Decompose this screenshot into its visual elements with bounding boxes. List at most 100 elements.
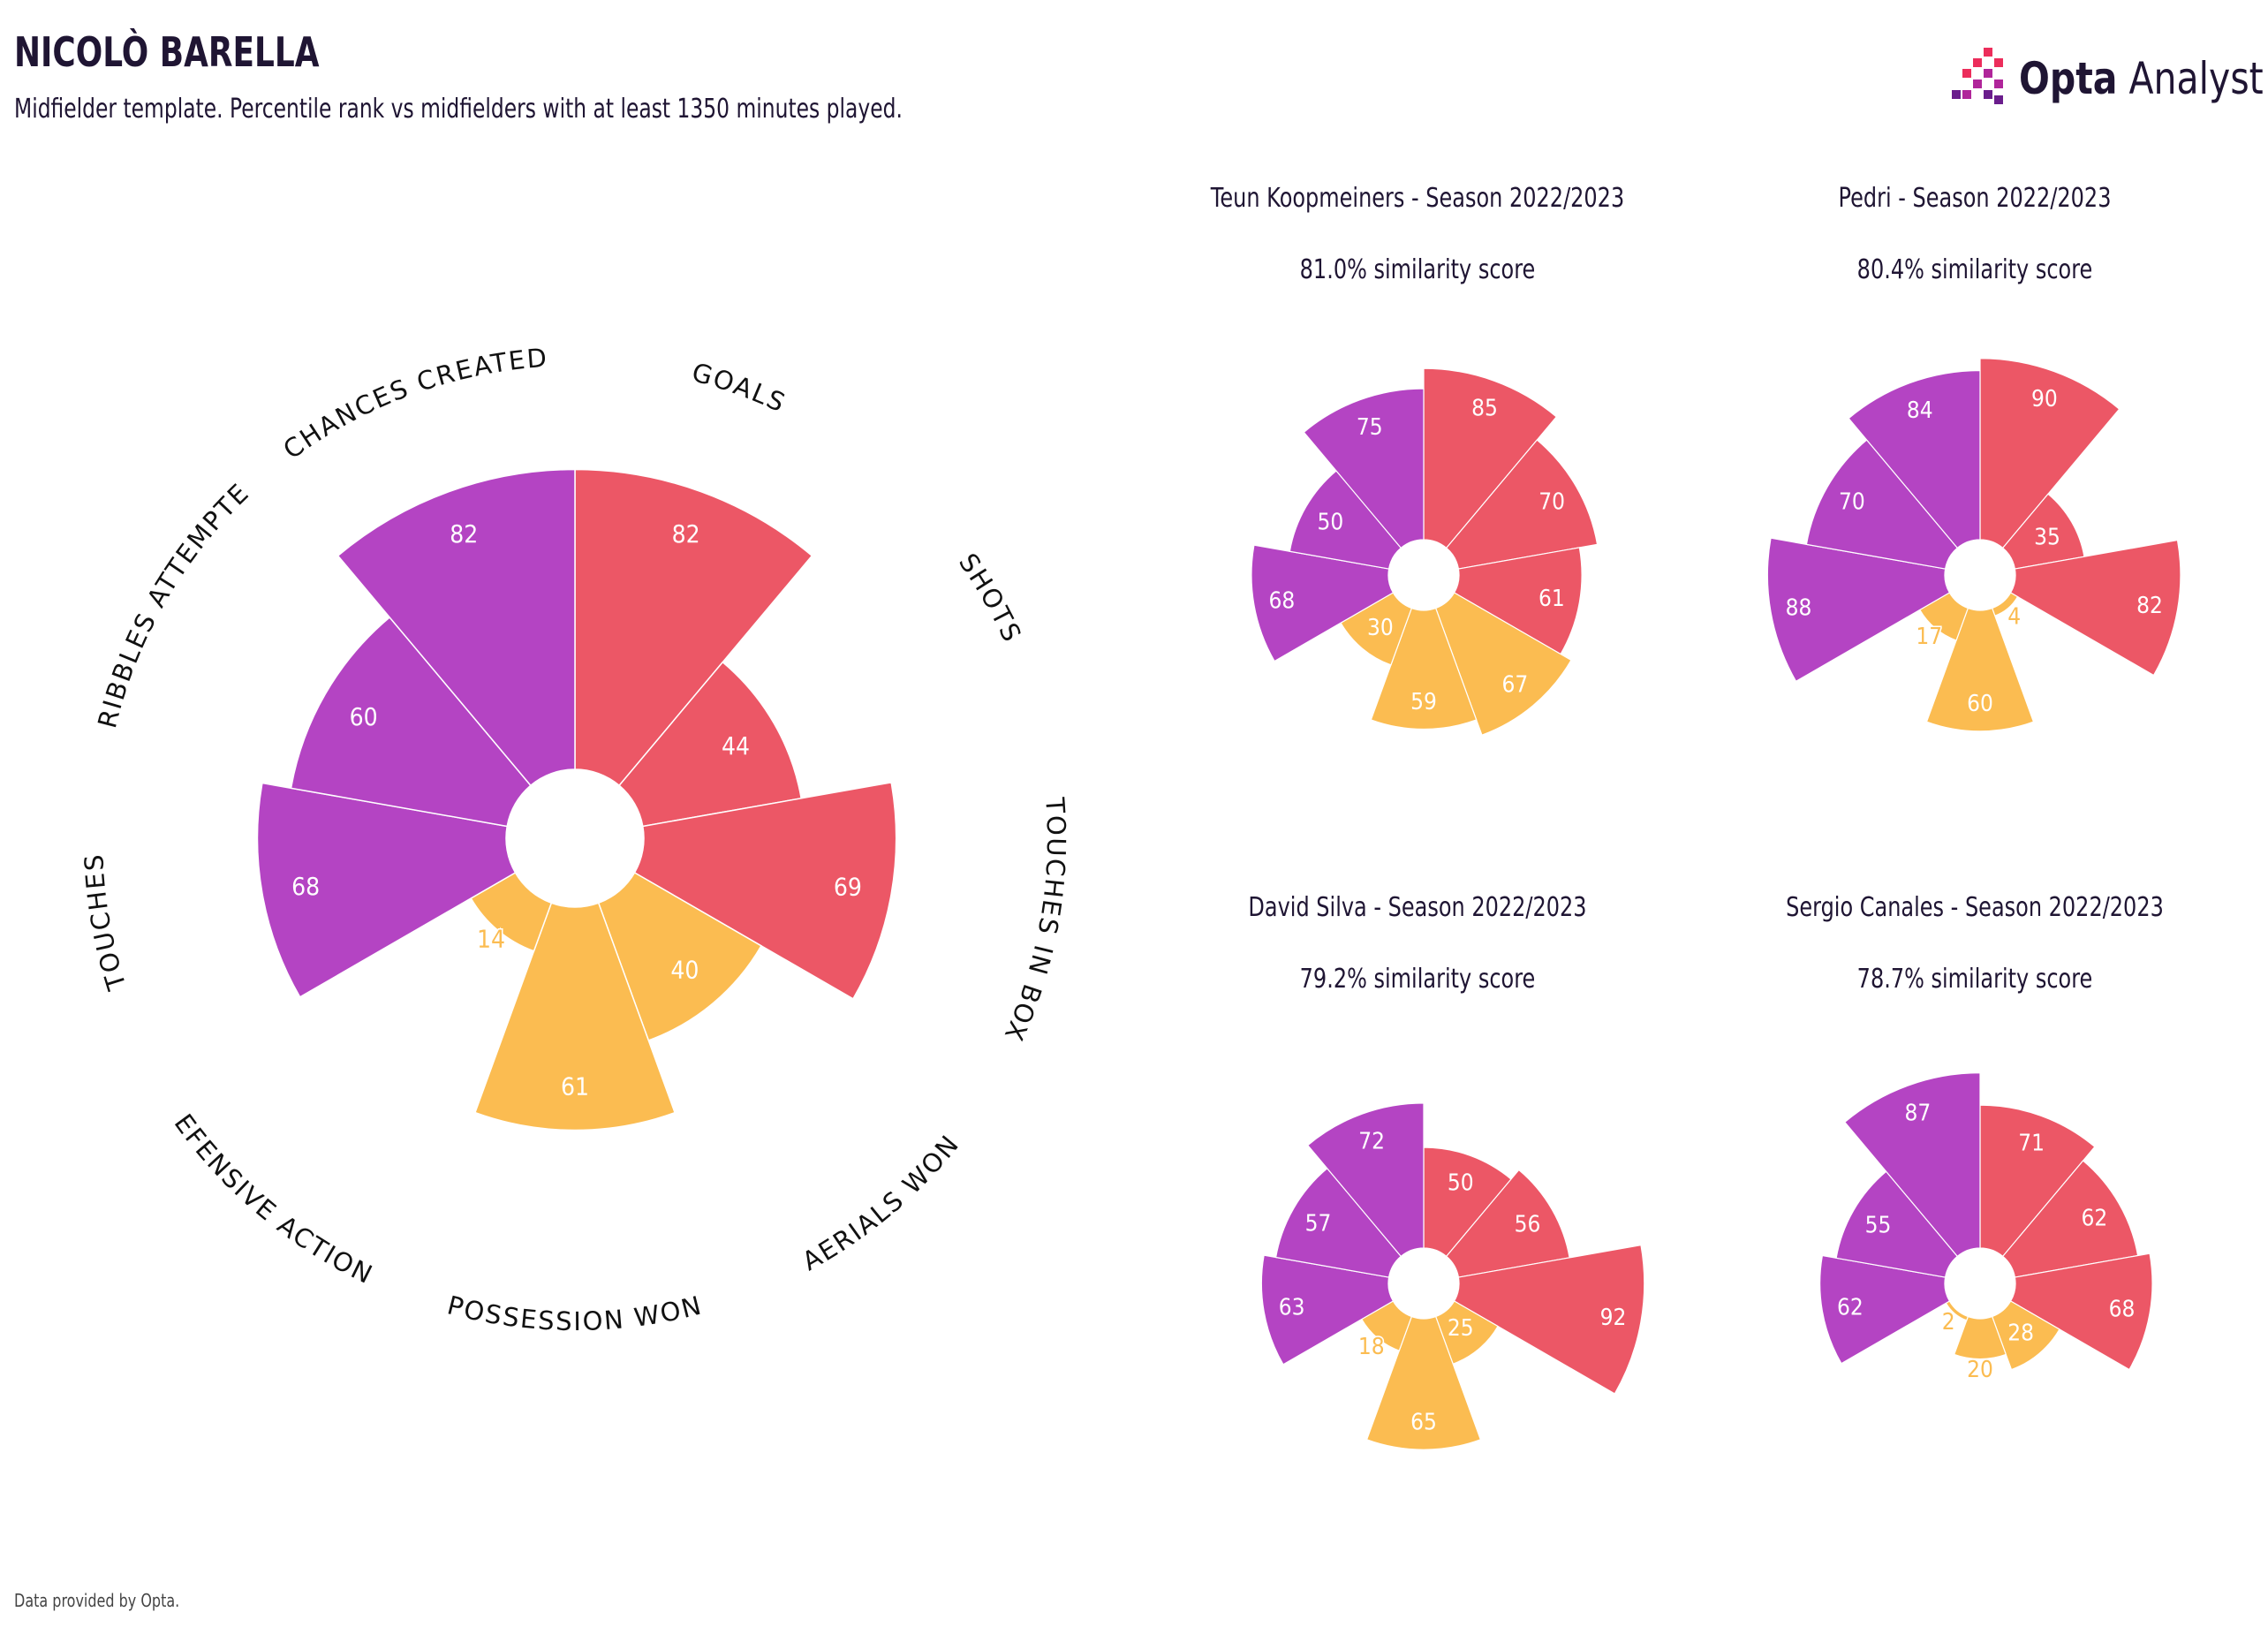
value-label: 70 [1839, 489, 1865, 516]
polar-chart-4: 71 62 68 28 20 2 62 55 87 [1819, 1072, 2153, 1385]
bar-goals [1979, 358, 2121, 549]
page-subtitle: Midfielder template. Percentile rank vs … [14, 94, 903, 125]
bar-chances-created [1303, 388, 1425, 549]
value-label: 60 [350, 702, 378, 731]
bar-touches [1260, 1254, 1395, 1366]
value-label: 62 [1837, 1294, 1864, 1321]
value-label: 55 [1865, 1213, 1892, 1239]
value-label: 68 [1269, 588, 1296, 615]
similar-player-title: David Silva - Season 2022/2023 [1248, 892, 1586, 922]
bar-dribbles-attempted [1289, 470, 1402, 570]
value-label: 57 [1305, 1210, 1332, 1237]
value-label: 44 [722, 731, 750, 761]
polar-chart-3: 50 56 92 25 65 18 63 57 72 [1260, 1102, 1645, 1450]
value-label: 82 [450, 519, 478, 549]
bar-defensive-actions [1340, 592, 1413, 666]
value-label: 65 [1410, 1410, 1437, 1436]
bar-touches [1819, 1254, 1951, 1365]
value-label: 25 [1448, 1315, 1474, 1342]
bar-touches-in-box [1453, 1244, 1645, 1395]
bar-chances-created [1848, 369, 1981, 549]
value-label: 14 [477, 924, 505, 953]
value-label: 88 [1786, 595, 1812, 622]
bar-goals [1423, 1146, 1512, 1258]
value-label: 87 [1905, 1100, 1932, 1126]
value-label: 60 [1967, 691, 1993, 717]
value-label: 85 [1471, 396, 1498, 422]
value-label: 30 [1367, 615, 1394, 641]
bar-touches [256, 782, 517, 998]
value-label: 4 [2007, 603, 2021, 630]
value-label: 35 [2034, 524, 2060, 550]
value-label: 18 [1358, 1334, 1385, 1360]
value-label: 28 [2007, 1320, 2034, 1346]
value-label: 59 [1410, 689, 1437, 715]
value-label: 2 [1942, 1309, 1955, 1336]
bar-possession-won [1925, 607, 2035, 732]
bar-goals [1979, 1104, 2096, 1258]
bar-aerials-won [1434, 592, 1572, 736]
bar-possession-won [473, 902, 677, 1131]
similar-player-title: Teun Koopmeiners - Season 2022/2023 [1210, 183, 1624, 213]
category-label: AERIALS WON [798, 1129, 966, 1277]
value-label: 84 [1907, 397, 1933, 424]
bar-shots [1445, 1169, 1570, 1278]
logo-text: Opta Analyst [2019, 53, 2264, 104]
similar-player-title: Sergio Canales - Season 2022/2023 [1786, 892, 2164, 922]
bar-aerials-won [1991, 1300, 2060, 1371]
category-label: DRIBBLES ATTEMPTED [0, 0, 255, 731]
bar-touches-in-box [1453, 547, 1583, 655]
category-label: TOUCHES IN BOX [998, 796, 1071, 1047]
opta-analyst-logo: Opta Analyst [1950, 46, 2264, 108]
category-label: TOUCHES [79, 852, 132, 995]
bar-aerials-won [597, 871, 762, 1041]
bar-goals [574, 468, 813, 787]
bar-shots [2001, 493, 2085, 570]
value-label: 63 [1279, 1295, 1305, 1321]
bar-shots [618, 661, 803, 828]
page-title: NICOLÒ BARELLA [14, 28, 320, 76]
value-label: 56 [1515, 1212, 1541, 1238]
bar-shots [2001, 1160, 2139, 1278]
category-label: SHOTS [953, 548, 1028, 647]
polar-chart-0: 82 44 69 40 61 14 68 60 82 [256, 468, 897, 1131]
category-label: POSSESSION WON [444, 1290, 706, 1336]
value-label: 50 [1317, 509, 1343, 535]
bar-possession-won [1953, 1315, 2007, 1360]
value-label: 70 [1538, 489, 1565, 516]
opta-logo-icon [1952, 48, 2003, 104]
bar-dribbles-attempted [1835, 1170, 1959, 1278]
value-label: 40 [670, 955, 699, 984]
value-label: 61 [561, 1072, 589, 1101]
value-label: 68 [291, 872, 320, 901]
value-label: 92 [1600, 1305, 1627, 1331]
bar-aerials-won [1434, 1300, 1499, 1365]
category-label: DEFENSIVE ACTIONS [0, 0, 378, 1290]
bar-touches [1766, 537, 1951, 683]
bar-chances-created [1843, 1072, 1981, 1258]
polar-chart-1: 85 70 61 67 59 30 68 50 75 [1251, 367, 1599, 736]
similarity-score: 80.4% similarity score [1857, 254, 2093, 284]
similarity-score: 79.2% similarity score [1300, 964, 1536, 994]
bar-dribbles-attempted [1805, 439, 1959, 570]
bar-touches-in-box [633, 781, 897, 1000]
bar-shots [1445, 439, 1599, 570]
bar-dribbles-attempted [290, 616, 532, 828]
similar-player-title: Pedri - Season 2022/2023 [1839, 183, 2112, 213]
similarity-score: 78.7% similarity score [1857, 964, 2093, 994]
bar-dribbles-attempted [1274, 1167, 1402, 1278]
value-label: 68 [2109, 1297, 2136, 1323]
value-label: 71 [2018, 1131, 2045, 1157]
value-label: 62 [2081, 1206, 2107, 1232]
bar-touches-in-box [2009, 1252, 2153, 1371]
value-label: 72 [1358, 1129, 1385, 1155]
value-label: 50 [1448, 1170, 1474, 1197]
category-label: GOALS [689, 357, 791, 419]
value-label: 67 [1501, 672, 1528, 699]
footer-source: Data provided by Opta. [14, 1590, 180, 1611]
bar-chances-created [336, 468, 576, 787]
value-label: 82 [2136, 593, 2163, 619]
value-label: 82 [672, 519, 700, 549]
value-label: 69 [834, 873, 862, 902]
